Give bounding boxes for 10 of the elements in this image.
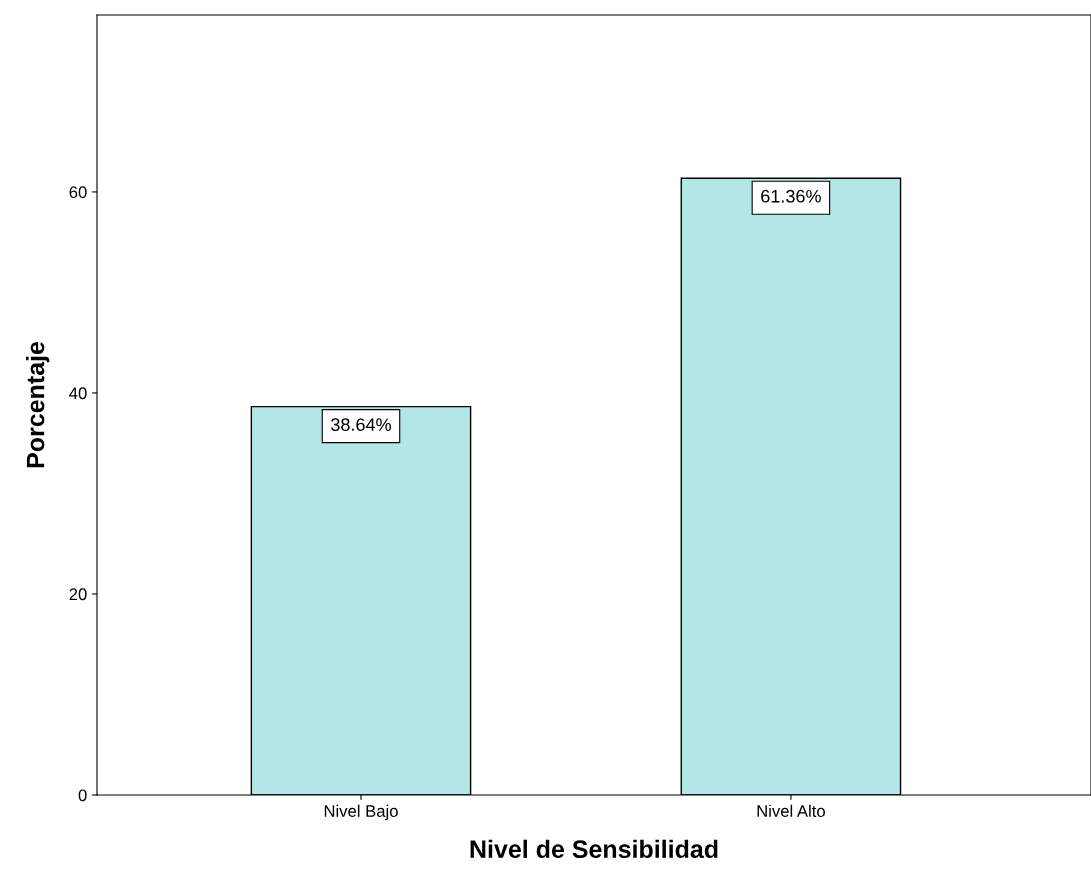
x-tick-label: Nivel Alto [757, 804, 825, 817]
data-label: 38.64% [331, 418, 391, 431]
y-axis-title: Porcentaje [25, 341, 50, 468]
y-tick-label: 0 [78, 789, 87, 802]
x-axis-title: Nivel de Sensibilidad [470, 839, 718, 859]
y-tick-label: 40 [69, 387, 87, 400]
y-tick-label: 20 [69, 588, 87, 601]
data-label: 61.36% [761, 189, 821, 203]
x-tick-label: Nivel Bajo [324, 804, 398, 821]
y-tick-label: 60 [69, 186, 87, 199]
